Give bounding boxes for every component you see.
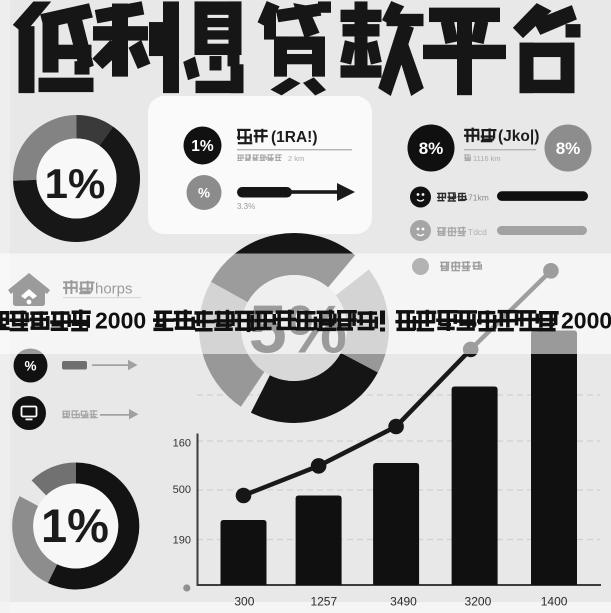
svg-text:3490: 3490: [390, 595, 417, 609]
svg-text:1116 km: 1116 km: [473, 154, 501, 163]
svg-text:8%: 8%: [419, 139, 444, 158]
svg-text:Tdcd: Tdcd: [468, 227, 487, 237]
svg-text:1%: 1%: [191, 138, 214, 155]
svg-text:2000: 2000: [95, 308, 146, 334]
svg-text:%: %: [24, 359, 36, 374]
svg-text:1%: 1%: [41, 499, 109, 552]
svg-text:1%: 1%: [45, 160, 106, 207]
svg-text:%: %: [198, 186, 210, 201]
svg-text:71km: 71km: [468, 193, 489, 203]
svg-text:3200: 3200: [465, 595, 492, 609]
svg-text:(Jko|): (Jko|): [498, 128, 539, 145]
svg-text:300: 300: [234, 595, 254, 609]
svg-text:horps: horps: [95, 281, 133, 298]
svg-text:1257: 1257: [310, 595, 337, 609]
svg-text:2 km: 2 km: [288, 154, 304, 163]
svg-text:1400: 1400: [541, 595, 568, 609]
svg-text:8%: 8%: [556, 139, 581, 158]
svg-text:3.3%: 3.3%: [237, 202, 255, 211]
svg-text:2000: 2000: [561, 308, 611, 334]
svg-text:190: 190: [173, 535, 191, 547]
svg-text:(1RA!): (1RA!): [271, 129, 318, 146]
svg-text:160: 160: [173, 438, 191, 450]
svg-text:500: 500: [173, 484, 191, 496]
